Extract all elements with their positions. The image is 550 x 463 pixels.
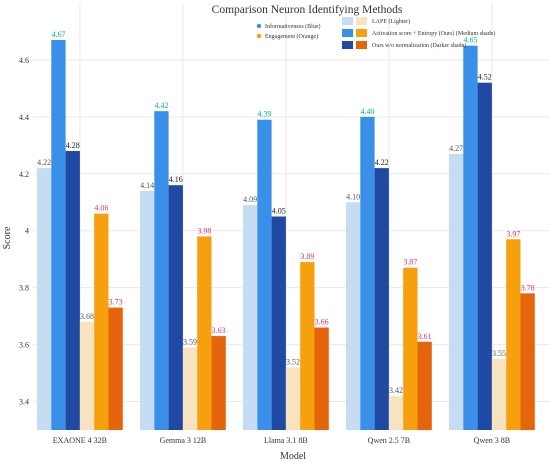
bar-value-label: 3.52: [286, 357, 300, 366]
bar: [154, 111, 169, 430]
bar: [285, 367, 301, 430]
bar-value-label: 4.10: [346, 192, 360, 201]
bar: [140, 190, 155, 430]
bar-value-label: 3.66: [315, 318, 329, 327]
bar: [271, 216, 286, 430]
bar: [360, 116, 375, 430]
bar: [374, 168, 389, 430]
legend-swatch: [356, 17, 367, 25]
bar-value-label: 3.63: [212, 326, 226, 335]
bar: [243, 205, 258, 430]
y-tick-label: 4.4: [19, 113, 29, 122]
bar: [403, 267, 418, 430]
bar-value-label: 3.87: [403, 258, 417, 267]
bar-value-label: 3.78: [521, 283, 535, 292]
x-tick-label: Qwen 3 8B: [474, 436, 510, 445]
legend-label: Ours w/o normalization (Darker shade): [372, 42, 466, 49]
bar: [51, 40, 66, 431]
legend-swatch: [356, 41, 367, 49]
bar-value-label: 4.52: [478, 73, 492, 82]
bar-value-label: 3.59: [183, 337, 197, 346]
bar: [463, 45, 478, 430]
legend-label: LAPE (Lighter): [372, 18, 410, 25]
x-tick-label: Llama 3.1 8B: [264, 436, 308, 445]
bar-value-label: 4.22: [37, 158, 51, 167]
bar: [477, 82, 492, 430]
bar: [211, 336, 226, 430]
bar: [491, 358, 507, 430]
bar: [168, 185, 183, 430]
bar-value-label: 4.40: [360, 107, 374, 116]
bar-value-label: 4.09: [243, 195, 257, 204]
bar-value-label: 4.42: [154, 101, 168, 110]
legend-swatch: [342, 41, 353, 49]
bar-value-label: 4.39: [257, 110, 271, 119]
bar-value-label: 3.73: [109, 298, 123, 307]
bar-value-label: 3.68: [80, 312, 94, 321]
bar-value-label: 3.98: [197, 226, 211, 235]
bars: [37, 40, 535, 431]
y-tick-label: 3.6: [19, 341, 29, 350]
bar-value-label: 4.14: [140, 181, 154, 190]
legend-label: Engagement (Orange): [265, 33, 318, 40]
bar-value-label: 4.06: [94, 204, 108, 213]
chart-title: Comparison Neuron Identifying Methods: [212, 4, 403, 16]
bar: [94, 213, 109, 430]
x-tick-label: Gemma 3 12B: [160, 436, 207, 445]
bar-value-label: 3.61: [418, 332, 432, 341]
legend-label: Informativeness (Blue): [265, 23, 320, 30]
legend: Informativeness (Blue) Engagement (Orange…: [256, 17, 495, 49]
x-tick-label: EXAONE 4 32B: [53, 436, 107, 445]
legend-marker: [256, 33, 262, 39]
bar: [449, 153, 464, 430]
x-tick-label: Qwen 2.5 7B: [368, 436, 410, 445]
legend-swatch: [342, 17, 353, 25]
legend-swatch: [356, 29, 367, 37]
legend-label: Activation score + Entropy (Ours) (Mediu…: [372, 30, 495, 37]
bar: [79, 321, 95, 430]
bar-value-label: 4.27: [449, 144, 463, 153]
bar: [417, 341, 432, 430]
bar: [346, 202, 361, 430]
bar-value-label: 3.42: [389, 386, 403, 395]
axes: 3.4 3.6 3.8 4 4.2 4.4 4.6 EXAONE 4 32B Gemma 3 1…: [19, 56, 510, 445]
bar-value-label: 4.16: [169, 175, 183, 184]
bar-value-label: 4.22: [375, 158, 389, 167]
bar-value-label: 4.05: [272, 207, 286, 216]
bar: [257, 119, 272, 431]
bar-value-label: 4.67: [51, 30, 65, 39]
bar: [37, 168, 52, 430]
bar-value-label: 3.55: [492, 349, 506, 358]
y-axis-title: Score: [2, 226, 13, 249]
bar: [388, 395, 404, 430]
data-labels: 4.22 4.67 4.28 3.68 4.06 3.73 4.14 4.42 4.16 3.59…: [37, 30, 535, 395]
bar: [520, 293, 535, 430]
legend-swatch: [342, 29, 353, 37]
bar-value-label: 4.65: [463, 36, 477, 45]
bar: [108, 307, 123, 430]
bar: [300, 262, 315, 430]
y-tick-label: 3.8: [19, 284, 29, 293]
y-tick-label: 3.4: [19, 398, 29, 407]
y-tick-label: 4: [25, 227, 29, 236]
bar: [506, 239, 521, 430]
bar-value-label: 3.97: [506, 229, 520, 238]
x-axis-title: Model: [280, 451, 306, 462]
y-tick-label: 4.2: [19, 170, 29, 179]
y-tick-label: 4.6: [19, 56, 29, 65]
legend-marker: [256, 23, 262, 29]
bar-value-label: 3.89: [300, 252, 314, 261]
bar: [314, 327, 329, 430]
bar: [182, 347, 198, 430]
bar: [65, 151, 80, 430]
bar-value-label: 4.28: [66, 141, 80, 150]
bar: [197, 236, 212, 430]
